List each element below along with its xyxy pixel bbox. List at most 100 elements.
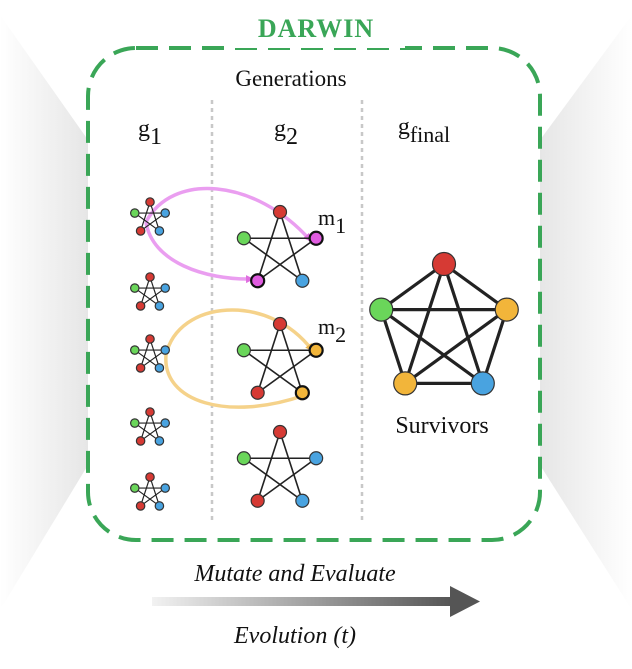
graph-node (154, 226, 165, 236)
graph-edge (140, 422, 166, 442)
graph-edge (149, 476, 160, 507)
graph-edge (279, 323, 304, 393)
graph-edge (140, 276, 151, 307)
graph-node (236, 231, 251, 246)
graph-edge (140, 476, 151, 507)
graph-node (145, 272, 155, 282)
graph-edge (149, 201, 160, 232)
graph-node (129, 283, 140, 293)
graph-edge (443, 262, 508, 311)
graph-edge (134, 349, 160, 369)
pentagram-graph-icon (129, 334, 171, 373)
pentagram-graph-icon (236, 204, 324, 289)
pentagram-graph-icon (236, 424, 324, 508)
graph-edge (257, 349, 317, 394)
graph-node (294, 385, 310, 401)
graph-node (369, 297, 394, 322)
graph-node (494, 297, 519, 322)
graph-node (129, 345, 140, 355)
graph-edge (149, 411, 160, 442)
graph-edge (243, 237, 303, 282)
graph-node (295, 493, 310, 508)
graph-edge (134, 487, 160, 507)
column-label-g1: g1 (138, 116, 162, 150)
graph-node (129, 418, 140, 428)
graph-edge (134, 212, 160, 232)
graph-node (272, 316, 288, 332)
graph-node (135, 436, 146, 446)
column-label-gfinal-sub: final (410, 122, 450, 147)
graph-node (154, 436, 165, 446)
graph-node (250, 273, 266, 289)
graph-node (272, 204, 288, 220)
mutation-label-m2: m2 (318, 314, 346, 347)
graph-edge (279, 431, 304, 501)
graph-node (154, 301, 165, 311)
graph-node (236, 451, 251, 466)
mutation-label-m1-base: m (318, 205, 335, 230)
graph-edge (379, 309, 407, 384)
column-label-g1-sub: 1 (150, 124, 162, 150)
mutation-label-m2-sub: 2 (335, 322, 346, 347)
mutation-arrow-m1-top (144, 186, 312, 242)
mutate-evaluate-label: Mutate and Evaluate (193, 561, 396, 587)
graph-edge (279, 211, 304, 281)
graph-node (135, 301, 146, 311)
graph-node (135, 226, 146, 236)
graph-edge (481, 309, 509, 384)
pentagram-graph-icon (236, 316, 324, 401)
graph-edge (140, 338, 151, 369)
mutation-label-m2-base: m (318, 314, 335, 339)
column-label-g2-base: g (274, 116, 286, 142)
graph-node (250, 493, 265, 508)
left-wall-panel (0, 15, 88, 610)
survivor-graph (369, 251, 519, 396)
mutation-label-m1-sub: 1 (335, 213, 346, 238)
graph-edge (257, 237, 317, 282)
graph-node (309, 451, 324, 466)
graph-node (295, 273, 310, 288)
graph-edge (149, 338, 160, 369)
graph-node (393, 371, 418, 396)
graph-node (145, 197, 155, 207)
right-wall-panel (540, 15, 632, 610)
evolution-arrow-shaft (152, 597, 452, 606)
graph-node (160, 283, 171, 293)
mutation-arrow-m1-bottom (144, 221, 254, 284)
graph-node (160, 418, 171, 428)
graph-node (160, 483, 171, 493)
graph-node (154, 363, 165, 373)
graph-edge (404, 308, 508, 385)
evolution-arrow (152, 586, 480, 617)
graph-edge (149, 276, 160, 307)
graph-node (160, 208, 171, 218)
graph-edge (380, 308, 484, 385)
graph-node (308, 230, 324, 246)
pentagram-graph-icon (129, 407, 171, 446)
graph-edge (140, 349, 166, 369)
survivors-label: Survivors (395, 413, 488, 439)
graph-node (129, 208, 140, 218)
graph-node (154, 501, 165, 511)
graph-edge (257, 457, 317, 502)
graph-node (236, 343, 251, 358)
graph-node (250, 385, 265, 400)
graph-edge (140, 287, 166, 307)
graph-node (272, 424, 288, 440)
graph-node (145, 334, 155, 344)
g2-graph-group (236, 204, 324, 508)
mutation-arrow-m2-bottom (164, 354, 307, 409)
graph-edge (140, 201, 151, 232)
pentagram-graph-icon (129, 197, 171, 236)
g1-graph-group (129, 197, 171, 511)
graph-node (308, 342, 324, 358)
column-label-gfinal-base: g (398, 114, 410, 140)
graph-edge (256, 431, 281, 501)
graph-node (145, 472, 155, 482)
column-label-g1-base: g (138, 116, 150, 142)
graph-edge (256, 211, 281, 281)
graph-node (160, 345, 171, 355)
graph-node (145, 407, 155, 417)
graph-edge (134, 287, 160, 307)
graph-edge (442, 263, 485, 384)
